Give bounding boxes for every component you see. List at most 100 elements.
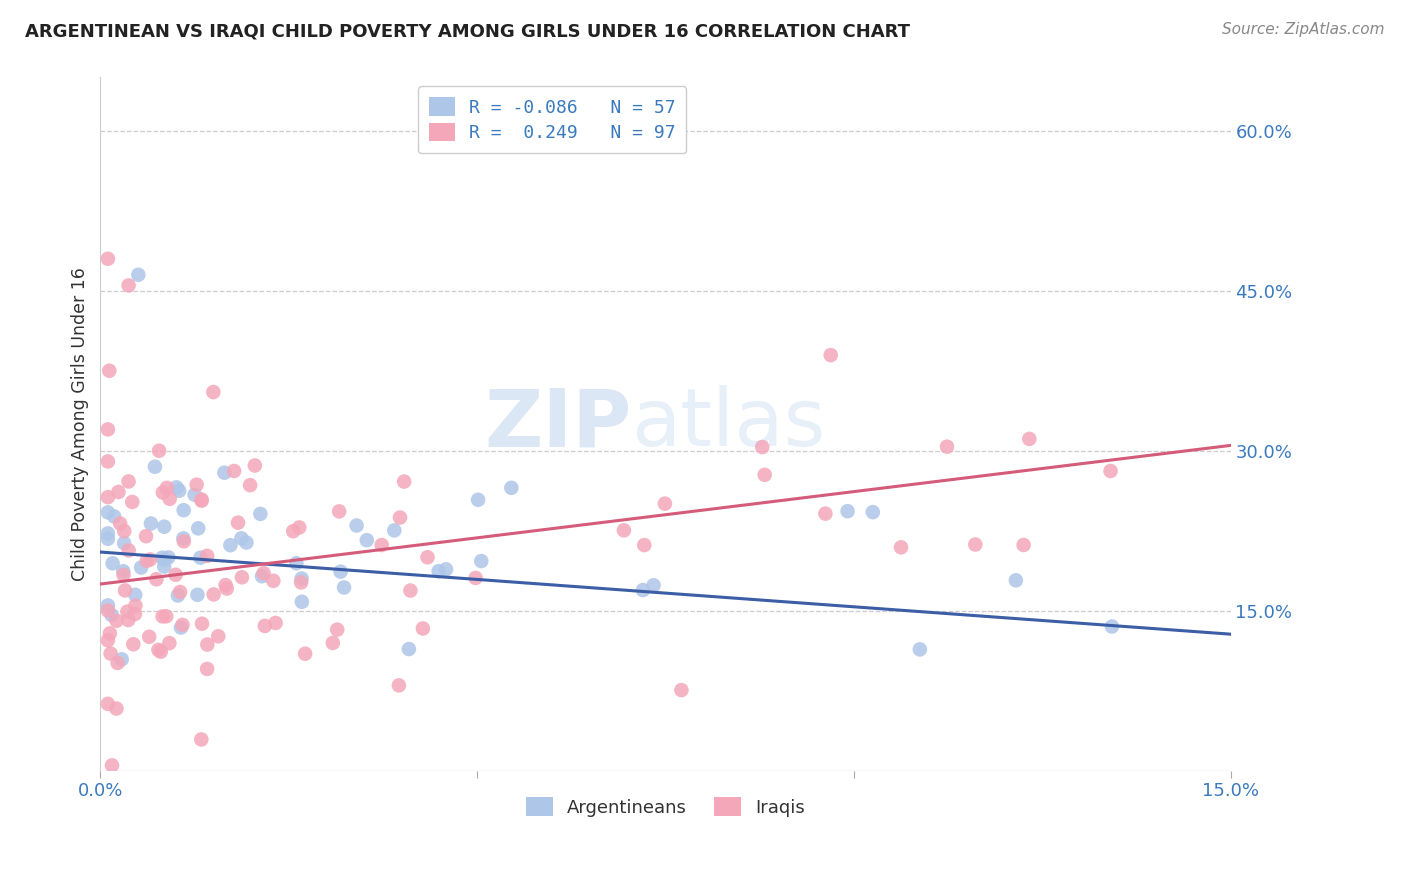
Point — [105, 701, 128, 715]
Point — [186, 477, 208, 491]
Point — [139, 516, 162, 531]
Point — [370, 538, 392, 552]
Point — [135, 529, 157, 543]
Point — [98, 626, 121, 640]
Point — [464, 571, 486, 585]
Point — [112, 524, 135, 538]
Point — [148, 443, 170, 458]
Point — [837, 504, 859, 518]
Point — [97, 454, 120, 468]
Point — [152, 609, 174, 624]
Point — [356, 533, 378, 548]
Point — [633, 538, 655, 552]
Point — [117, 278, 139, 293]
Point — [751, 440, 773, 454]
Point — [97, 633, 120, 648]
Point — [862, 505, 884, 519]
Point — [135, 554, 157, 568]
Point — [121, 495, 143, 509]
Point — [1018, 432, 1040, 446]
Point — [388, 678, 411, 692]
Point — [149, 645, 172, 659]
Point — [434, 562, 457, 576]
Point — [1101, 619, 1123, 633]
Point — [138, 630, 160, 644]
Text: Source: ZipAtlas.com: Source: ZipAtlas.com — [1222, 22, 1385, 37]
Point — [346, 518, 368, 533]
Point — [253, 619, 276, 633]
Point — [290, 575, 312, 590]
Y-axis label: Child Poverty Among Girls Under 16: Child Poverty Among Girls Under 16 — [72, 267, 89, 581]
Point — [153, 559, 176, 574]
Point — [195, 662, 218, 676]
Point — [150, 550, 173, 565]
Point — [107, 656, 129, 670]
Point — [250, 569, 273, 583]
Point — [127, 268, 149, 282]
Point — [288, 520, 311, 534]
Point — [416, 550, 439, 565]
Point — [117, 605, 139, 619]
Point — [243, 458, 266, 473]
Point — [291, 572, 314, 586]
Point — [172, 618, 194, 632]
Point — [322, 636, 344, 650]
Point — [143, 459, 166, 474]
Point — [191, 616, 214, 631]
Point — [172, 532, 194, 546]
Point — [97, 697, 120, 711]
Point — [155, 609, 177, 624]
Text: ARGENTINEAN VS IRAQI CHILD POVERTY AMONG GIRLS UNDER 16 CORRELATION CHART: ARGENTINEAN VS IRAQI CHILD POVERTY AMONG… — [25, 22, 910, 40]
Point — [190, 493, 212, 508]
Point — [129, 560, 152, 574]
Point — [231, 570, 253, 584]
Point — [105, 614, 128, 628]
Point — [97, 422, 120, 436]
Point — [264, 615, 287, 630]
Point — [754, 467, 776, 482]
Point — [148, 643, 170, 657]
Point — [388, 510, 411, 524]
Point — [124, 607, 146, 621]
Point — [112, 564, 135, 578]
Point — [167, 589, 190, 603]
Point — [97, 532, 120, 546]
Point — [187, 521, 209, 535]
Point — [156, 481, 179, 495]
Point — [100, 647, 122, 661]
Point — [654, 497, 676, 511]
Point — [139, 552, 162, 566]
Point — [117, 475, 139, 489]
Point — [412, 622, 434, 636]
Point — [333, 581, 356, 595]
Point — [252, 566, 274, 581]
Point — [202, 385, 225, 400]
Point — [226, 516, 249, 530]
Point — [1005, 574, 1028, 588]
Point — [219, 538, 242, 552]
Point — [190, 732, 212, 747]
Point — [153, 553, 176, 567]
Point — [124, 599, 146, 613]
Point — [112, 568, 135, 582]
Point — [159, 491, 181, 506]
Point — [392, 475, 415, 489]
Point — [124, 588, 146, 602]
Point — [326, 623, 349, 637]
Point — [214, 466, 236, 480]
Point — [97, 526, 120, 541]
Point — [207, 629, 229, 643]
Point — [103, 509, 125, 524]
Point — [1099, 464, 1122, 478]
Point — [427, 564, 450, 578]
Point — [157, 550, 180, 565]
Point — [328, 504, 350, 518]
Point — [152, 485, 174, 500]
Point — [97, 599, 120, 613]
Point — [186, 588, 208, 602]
Point — [165, 567, 187, 582]
Point — [262, 574, 284, 588]
Point — [101, 556, 124, 570]
Point — [239, 478, 262, 492]
Point — [936, 440, 959, 454]
